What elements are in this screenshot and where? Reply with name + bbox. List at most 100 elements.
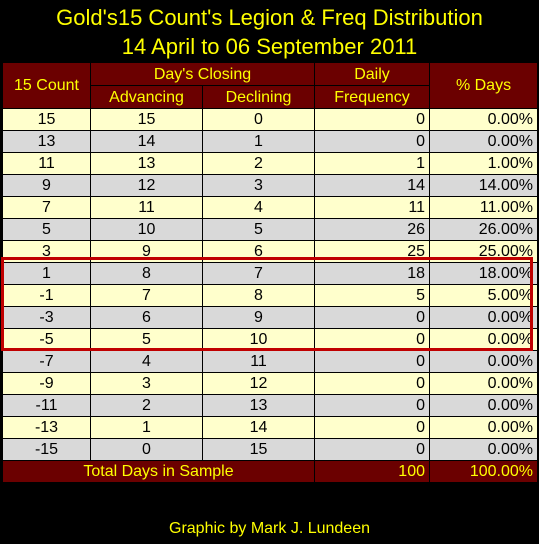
table-row: -5 5 10 0 0.00% [2, 328, 538, 351]
chart-subtitle: 14 April to 06 September 2011 [121, 34, 418, 59]
cell-pct-days: 0.00% [429, 108, 538, 131]
cell-15-count: -13 [2, 416, 91, 439]
cell-declining: 2 [202, 152, 315, 175]
cell-advancing: 9 [90, 240, 203, 263]
cell-declining: 5 [202, 218, 315, 241]
cell-advancing: 13 [90, 152, 203, 175]
table-body: 15 15 0 0 0.00% 13 14 1 0 0.00% 11 13 2 1 1.00% 9 12 3 14 1… [2, 108, 538, 461]
table-row: 7 11 4 11 11.00% [2, 196, 538, 219]
table-row: 15 15 0 0 0.00% [2, 108, 538, 131]
cell-frequency: 0 [314, 306, 430, 329]
cell-declining: 6 [202, 240, 315, 263]
cell-15-count: -7 [2, 350, 91, 373]
cell-frequency: 18 [314, 262, 430, 285]
cell-15-count: 15 [2, 108, 91, 131]
header-advancing: Advancing [90, 85, 203, 109]
cell-declining: 12 [202, 372, 315, 395]
table-row: -13 1 14 0 0.00% [2, 416, 538, 439]
cell-advancing: 8 [90, 262, 203, 285]
cell-pct-days: 0.00% [429, 350, 538, 373]
cell-advancing: 5 [90, 328, 203, 351]
cell-declining: 3 [202, 174, 315, 197]
cell-declining: 9 [202, 306, 315, 329]
header-frequency: Frequency [314, 85, 430, 109]
cell-pct-days: 18.00% [429, 262, 538, 285]
cell-advancing: 6 [90, 306, 203, 329]
table-row: 9 12 3 14 14.00% [2, 174, 538, 197]
cell-declining: 7 [202, 262, 315, 285]
cell-frequency: 26 [314, 218, 430, 241]
cell-declining: 13 [202, 394, 315, 417]
cell-declining: 14 [202, 416, 315, 439]
total-pct: 100.00% [429, 460, 538, 483]
cell-pct-days: 0.00% [429, 372, 538, 395]
cell-pct-days: 0.00% [429, 328, 538, 351]
cell-15-count: 11 [2, 152, 91, 175]
table-row: -11 2 13 0 0.00% [2, 394, 538, 417]
cell-frequency: 0 [314, 350, 430, 373]
cell-15-count: -15 [2, 438, 91, 461]
cell-frequency: 0 [314, 372, 430, 395]
cell-15-count: 7 [2, 196, 91, 219]
cell-frequency: 0 [314, 416, 430, 439]
cell-15-count: 9 [2, 174, 91, 197]
cell-frequency: 0 [314, 328, 430, 351]
credit-line: Graphic by Mark J. Lundeen [169, 520, 370, 537]
cell-advancing: 7 [90, 284, 203, 307]
cell-declining: 10 [202, 328, 315, 351]
cell-pct-days: 1.00% [429, 152, 538, 175]
cell-advancing: 2 [90, 394, 203, 417]
cell-15-count: 5 [2, 218, 91, 241]
cell-advancing: 4 [90, 350, 203, 373]
cell-15-count: -9 [2, 372, 91, 395]
header-daily: Daily [314, 62, 430, 86]
cell-advancing: 11 [90, 196, 203, 219]
table-row: -15 0 15 0 0.00% [2, 438, 538, 461]
cell-frequency: 25 [314, 240, 430, 263]
cell-pct-days: 26.00% [429, 218, 538, 241]
total-label: Total Days in Sample [2, 460, 315, 483]
chart-title: Gold's15 Count's Legion & Freq Distribut… [56, 5, 483, 30]
cell-advancing: 12 [90, 174, 203, 197]
cell-frequency: 0 [314, 438, 430, 461]
table-row: 3 9 6 25 25.00% [2, 240, 538, 263]
cell-15-count: -3 [2, 306, 91, 329]
cell-pct-days: 5.00% [429, 284, 538, 307]
cell-pct-days: 0.00% [429, 130, 538, 153]
cell-advancing: 15 [90, 108, 203, 131]
cell-pct-days: 0.00% [429, 306, 538, 329]
cell-15-count: 1 [2, 262, 91, 285]
cell-15-count: 3 [2, 240, 91, 263]
cell-advancing: 3 [90, 372, 203, 395]
cell-frequency: 0 [314, 394, 430, 417]
table-row: 13 14 1 0 0.00% [2, 130, 538, 153]
header-declining: Declining [202, 85, 315, 109]
cell-pct-days: 14.00% [429, 174, 538, 197]
total-row: Total Days in Sample 100 100.00% [2, 460, 538, 483]
cell-advancing: 1 [90, 416, 203, 439]
table-row: -3 6 9 0 0.00% [2, 306, 538, 329]
table-row: -9 3 12 0 0.00% [2, 372, 538, 395]
total-frequency: 100 [314, 460, 430, 483]
table-row: -1 7 8 5 5.00% [2, 284, 538, 307]
cell-frequency: 14 [314, 174, 430, 197]
cell-pct-days: 0.00% [429, 394, 538, 417]
cell-frequency: 0 [314, 130, 430, 153]
table-row: 5 10 5 26 26.00% [2, 218, 538, 241]
cell-advancing: 0 [90, 438, 203, 461]
cell-15-count: -11 [2, 394, 91, 417]
cell-advancing: 10 [90, 218, 203, 241]
cell-pct-days: 0.00% [429, 416, 538, 439]
header-15-count: 15 Count [2, 62, 91, 109]
cell-advancing: 14 [90, 130, 203, 153]
cell-15-count: 13 [2, 130, 91, 153]
cell-pct-days: 11.00% [429, 196, 538, 219]
cell-frequency: 1 [314, 152, 430, 175]
cell-frequency: 11 [314, 196, 430, 219]
header-pct-days: % Days [429, 62, 538, 109]
cell-declining: 1 [202, 130, 315, 153]
cell-pct-days: 0.00% [429, 438, 538, 461]
cell-15-count: -5 [2, 328, 91, 351]
table-row: 11 13 2 1 1.00% [2, 152, 538, 175]
